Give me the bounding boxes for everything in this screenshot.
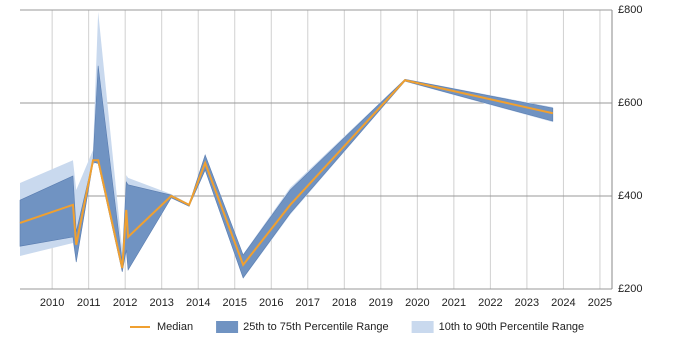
legend-label: 25th to 75th Percentile Range (243, 321, 389, 333)
x-tick-label: 2023 (515, 297, 539, 309)
legend-label: 10th to 90th Percentile Range (439, 321, 585, 333)
x-tick-label: 2020 (405, 297, 429, 309)
y-tick-label: £600 (618, 97, 642, 109)
x-tick-label: 2014 (186, 297, 210, 309)
x-tick-label: 2016 (259, 297, 283, 309)
x-tick-label: 2025 (588, 297, 612, 309)
median-line (19, 79, 554, 269)
x-tick-label: 2010 (40, 297, 64, 309)
y-tick-label: £800 (618, 4, 642, 16)
x-tick-label: 2024 (551, 297, 575, 309)
x-tick-label: 2019 (369, 297, 393, 309)
x-tick-label: 2011 (77, 297, 101, 309)
y-tick-label: £400 (618, 190, 642, 202)
x-tick-label: 2021 (442, 297, 466, 309)
x-tick-label: 2012 (113, 297, 137, 309)
legend-label: Median (157, 321, 193, 333)
x-tick-label: 2022 (478, 297, 502, 309)
legend-swatch (216, 321, 239, 333)
x-tick-label: 2017 (296, 297, 320, 309)
x-tick-label: 2015 (222, 297, 246, 309)
legend-swatch (411, 321, 434, 333)
y-tick-label: £200 (618, 283, 642, 295)
x-tick-label: 2013 (149, 297, 173, 309)
x-tick-label: 2018 (332, 297, 356, 309)
